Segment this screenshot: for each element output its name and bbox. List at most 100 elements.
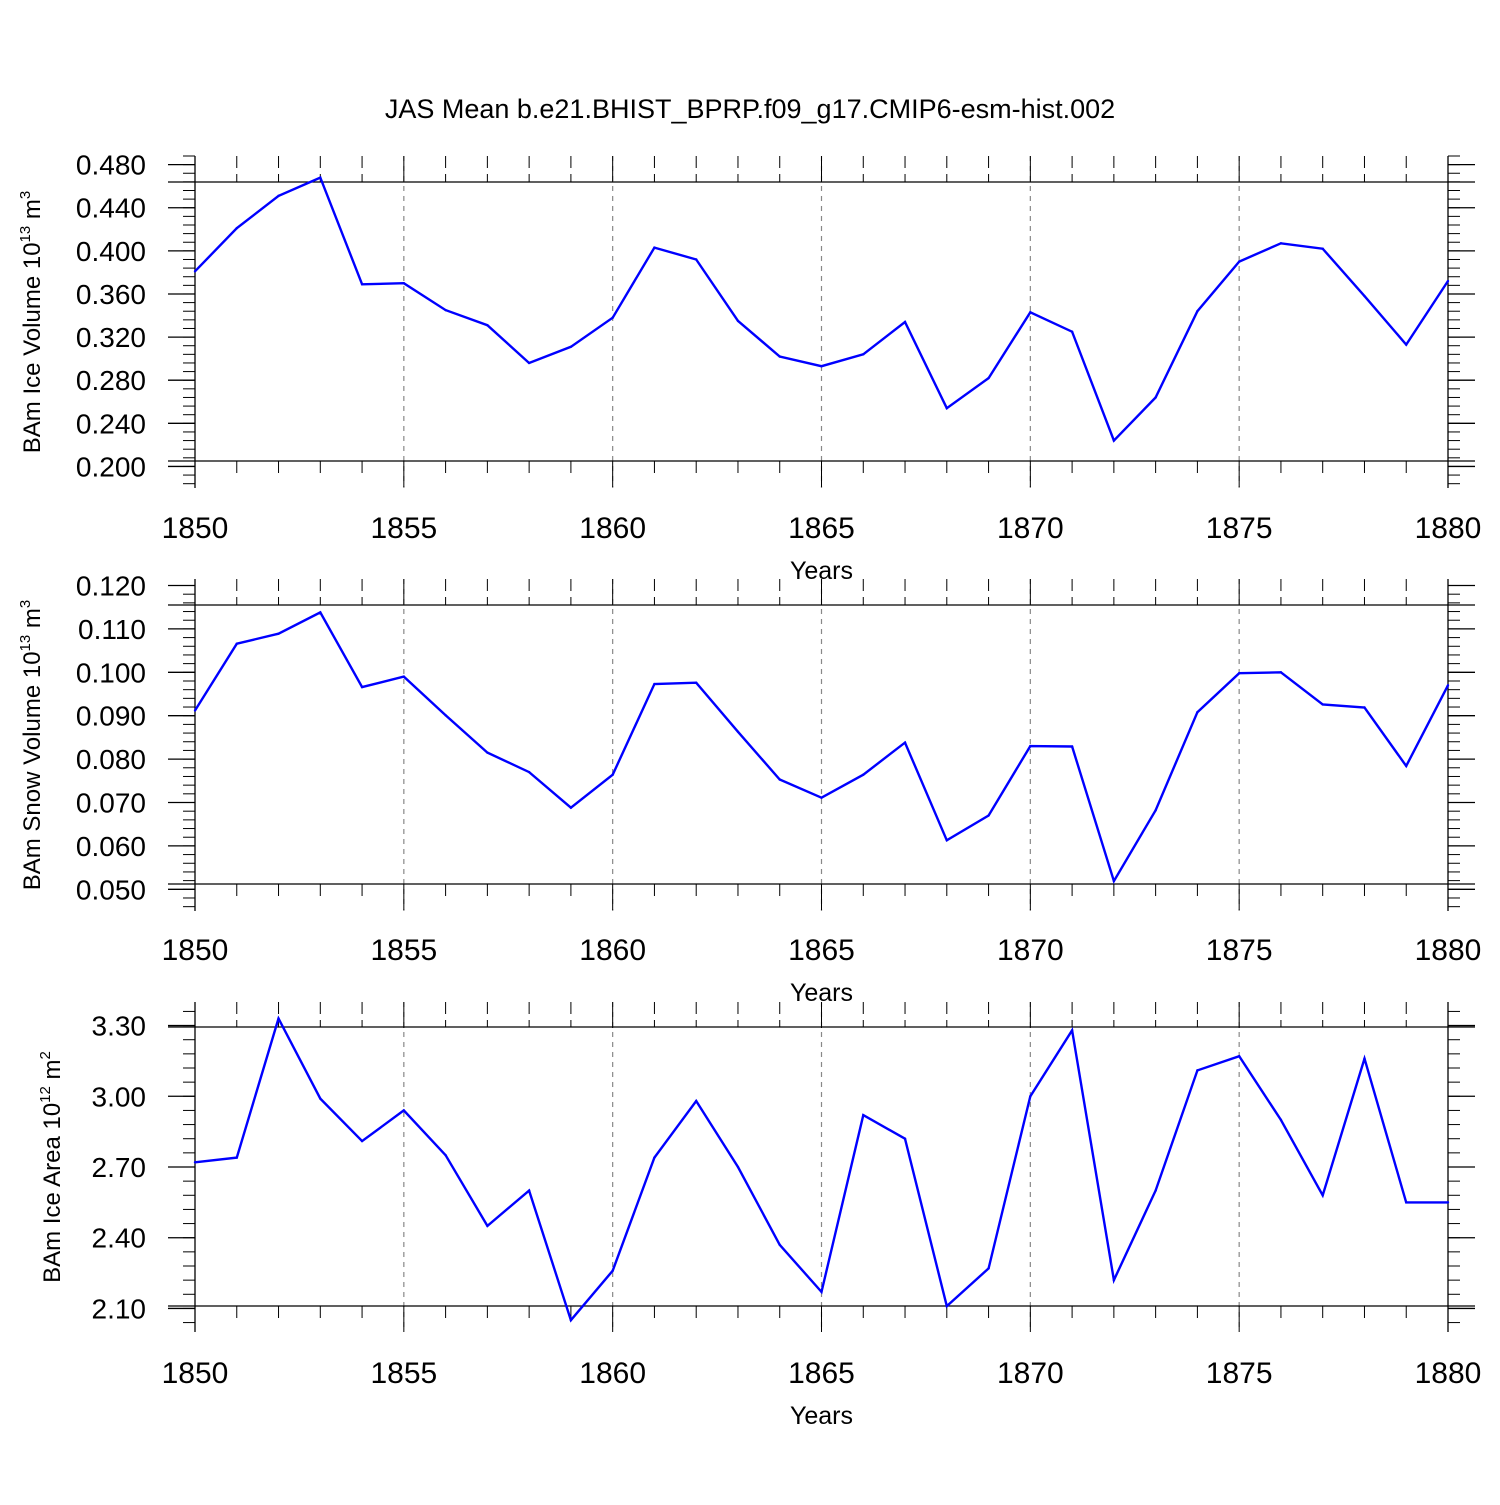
x-tick-label: 1860 [579, 1357, 646, 1390]
y-axis-label-exponent: 12 [37, 1086, 54, 1103]
data-point [1363, 706, 1366, 709]
data-point [1070, 330, 1074, 333]
y-axis-label-exponent: 13 [17, 226, 34, 243]
data-point [1446, 1201, 1450, 1204]
data-point [1112, 439, 1116, 442]
data-point [1279, 671, 1283, 674]
y-tick-label: 0.050 [76, 874, 146, 905]
data-point [444, 1154, 447, 1157]
data-point [1196, 711, 1199, 714]
y-tick-label: 0.440 [76, 193, 146, 224]
data-point [778, 1243, 781, 1246]
data-point [1196, 310, 1199, 313]
y-tick-label: 0.320 [76, 322, 146, 353]
y-axis-label: BAm Ice Area 1012 m2 [37, 1051, 66, 1283]
data-point [319, 1097, 322, 1100]
data-point [1112, 1278, 1116, 1282]
data-point [1279, 1118, 1283, 1122]
data-point [945, 839, 948, 842]
data-point [987, 376, 990, 380]
data-point [903, 1137, 907, 1140]
y-axis-label-unit: m [19, 608, 46, 635]
data-point [1237, 260, 1241, 263]
y-axis-label-unit-exponent: 3 [17, 191, 34, 199]
data-point [319, 611, 322, 614]
x-tick-label: 1850 [162, 1357, 229, 1390]
data-point [235, 1156, 238, 1159]
data-point [903, 741, 907, 744]
data-point [277, 194, 280, 198]
x-tick-label: 1865 [788, 1357, 855, 1390]
data-point [611, 316, 614, 319]
data-point [1070, 1029, 1074, 1032]
data-point [1237, 671, 1241, 675]
data-point [444, 714, 447, 717]
y-tick-label: 0.360 [76, 279, 146, 310]
data-point [820, 1290, 823, 1294]
data-point [193, 270, 197, 273]
data-point [1154, 1189, 1157, 1192]
data-point [1363, 294, 1366, 298]
y-axis-label-exponent: 13 [17, 635, 34, 652]
data-point [1321, 703, 1324, 706]
data-point [527, 1189, 531, 1192]
x-tick-label: 1870 [997, 512, 1064, 545]
x-tick-label: 1865 [788, 512, 855, 545]
x-tick-label: 1875 [1206, 512, 1273, 545]
y-axis-label-unit: m [39, 1059, 66, 1086]
data-point [1029, 311, 1032, 314]
data-point [360, 283, 364, 286]
data-point [611, 1269, 614, 1272]
data-point [862, 1113, 865, 1117]
data-point [987, 814, 990, 817]
data-point [486, 324, 489, 327]
data-point [653, 1156, 656, 1159]
data-point [1405, 764, 1408, 768]
y-axis-label-prefix: BAm Ice Area 10 [39, 1103, 66, 1283]
data-point [1321, 247, 1324, 250]
chart-title: JAS Mean b.e21.BHIST_BPRP.f09_g17.CMIP6-… [385, 94, 1115, 124]
data-point [778, 778, 781, 781]
data-point [695, 681, 698, 684]
data-point [1070, 745, 1074, 748]
x-axis-label: Years [790, 1402, 853, 1430]
data-point [736, 1165, 740, 1169]
y-tick-label: 2.70 [92, 1152, 147, 1183]
x-tick-label: 1855 [370, 1357, 437, 1390]
data-point [1446, 279, 1450, 283]
y-tick-label: 0.060 [76, 831, 146, 862]
y-tick-label: 0.480 [76, 150, 146, 181]
y-tick-label: 2.40 [92, 1223, 147, 1254]
data-point [1154, 396, 1157, 399]
data-point [527, 770, 531, 774]
data-point [1237, 1055, 1241, 1058]
data-point [736, 319, 740, 323]
chart-panel-3: 2.10 2.40 2.70 3.00 3.30 1850 1855 1860 1865 1870… [37, 1002, 1481, 1430]
x-tick-label: 1850 [162, 934, 229, 967]
data-point [1154, 809, 1157, 812]
data-point [235, 642, 238, 645]
y-axis-label-prefix: BAm Ice Volume 10 [19, 242, 46, 453]
data-point [653, 682, 656, 686]
data-point [1029, 1095, 1032, 1098]
data-point [1363, 1057, 1366, 1060]
data-point [527, 361, 531, 365]
data-point [569, 806, 573, 809]
chart-panel-2: 0.050 0.060 0.070 0.080 0.090 0.100 0.110 0.120… [17, 571, 1481, 1007]
data-point [1112, 879, 1116, 883]
data-point [193, 1161, 197, 1164]
y-axis-label: BAm Snow Volume 1013 m3 [17, 600, 46, 891]
x-tick-label: 1875 [1206, 1357, 1273, 1390]
data-point [319, 176, 322, 179]
x-tick-label: 1875 [1206, 934, 1273, 967]
data-point [569, 1319, 573, 1322]
data-point [402, 281, 406, 285]
y-tick-label: 3.30 [92, 1011, 147, 1042]
data-point [1279, 242, 1283, 245]
y-tick-label: 3.00 [92, 1081, 147, 1112]
data-point [277, 632, 280, 635]
data-point [235, 227, 238, 230]
y-tick-label: 0.070 [76, 788, 146, 819]
